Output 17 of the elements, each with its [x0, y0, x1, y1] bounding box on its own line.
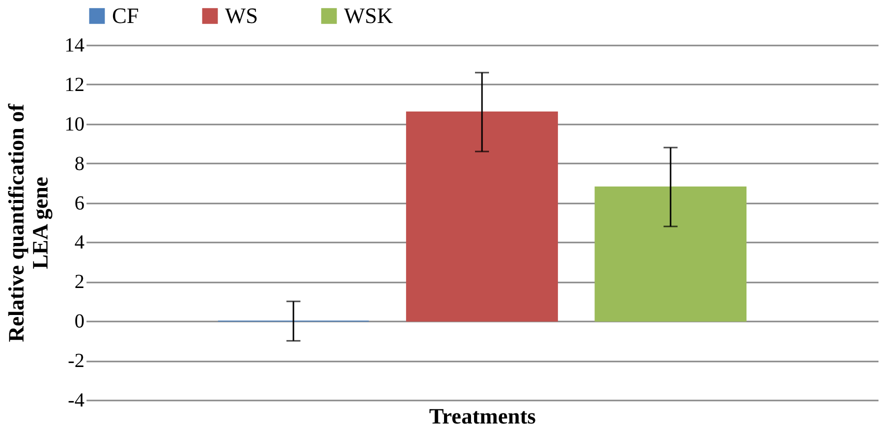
legend-label: WS — [225, 3, 258, 28]
y-tick-label: 14 — [64, 34, 84, 56]
y-tick-label: 8 — [74, 152, 84, 175]
bar — [406, 112, 558, 322]
legend-label: CF — [112, 3, 139, 28]
y-tick-label: 12 — [64, 74, 84, 96]
x-axis-title: Treatments — [429, 404, 536, 428]
y-axis-title: Relative quantification of LEA gene — [4, 103, 52, 342]
y-tick-label: -4 — [68, 390, 84, 412]
y-tick-label: 0 — [74, 310, 84, 333]
y-tick-label: 4 — [74, 232, 84, 254]
y-tick-label: -2 — [68, 350, 84, 372]
y-tick-label: 6 — [74, 192, 84, 214]
bar — [594, 186, 746, 322]
y-tick-label: 2 — [74, 271, 84, 294]
legend-label: WSK — [344, 3, 393, 28]
y-tick-label: 10 — [64, 113, 84, 136]
